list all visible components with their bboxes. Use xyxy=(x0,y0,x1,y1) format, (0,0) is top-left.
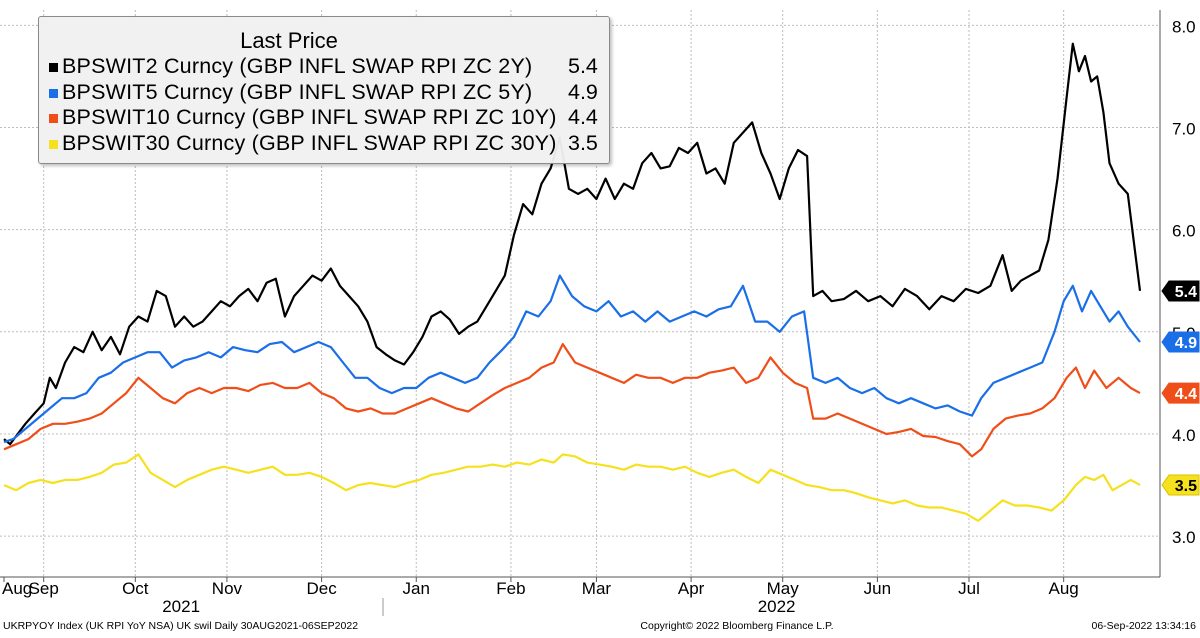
last-value-tag-2: 4.4 xyxy=(1161,382,1200,404)
x-tick-label: Oct xyxy=(122,579,149,598)
last-value-tag-bg xyxy=(1161,382,1200,404)
legend-swatch-30y xyxy=(49,139,58,149)
legend-value-5y: 4.9 xyxy=(568,79,598,104)
y-tick-label: 6.0 xyxy=(1172,222,1196,241)
legend-label-30y: BPSWIT30 Curncy (GBP INFL SWAP RPI ZC 30… xyxy=(62,130,557,155)
last-value-tag-label: 5.4 xyxy=(1175,284,1197,301)
legend: Last Price BPSWIT2 Curncy (GBP INFL SWAP… xyxy=(38,16,610,164)
series-line-1 xyxy=(3,274,1141,444)
legend-value-2y: 5.4 xyxy=(568,54,598,78)
y-tick-label: 7.0 xyxy=(1172,119,1196,138)
year-label: 2021 xyxy=(162,597,200,616)
x-tick-label: Nov xyxy=(212,579,243,598)
last-value-tag-label: 4.4 xyxy=(1175,386,1197,403)
series-line-3 xyxy=(3,453,1141,522)
last-value-tags: 5.4 4.9 4.4 3.5 xyxy=(1161,280,1200,496)
x-tick-label: Apr xyxy=(678,579,705,598)
last-value-tag-label: 3.5 xyxy=(1175,478,1197,495)
x-tick-label: Mar xyxy=(582,579,612,598)
last-value-tag-bg xyxy=(1161,280,1200,302)
legend-swatch-5y xyxy=(49,88,58,98)
legend-entry-5y: BPSWIT5 Curncy (GBP INFL SWAP RPI ZC 5Y)… xyxy=(39,80,609,106)
last-value-tag-bg xyxy=(1161,474,1200,496)
last-value-tag-label: 4.9 xyxy=(1175,335,1197,352)
last-value-tag-0: 5.4 xyxy=(1161,280,1200,302)
footer: UKRPYOY Index (UK RPI YoY NSA) UK swil D… xyxy=(3,620,1196,632)
legend-entry-10y: BPSWIT10 Curncy (GBP INFL SWAP RPI ZC 10… xyxy=(39,105,609,131)
last-value-tag-bg xyxy=(1161,331,1200,353)
legend-value-10y: 4.4 xyxy=(568,105,598,129)
x-tick-label: May xyxy=(767,579,800,598)
last-value-tag-3: 3.5 xyxy=(1161,474,1200,496)
axis-layer: 3.04.05.06.07.08.0AugSepOctNovDecJanFebM… xyxy=(0,10,1196,616)
x-tick-label: Aug xyxy=(1049,579,1079,598)
legend-label-5y: BPSWIT5 Curncy (GBP INFL SWAP RPI ZC 5Y) xyxy=(62,79,533,104)
legend-swatch-10y xyxy=(49,114,58,123)
y-tick-label: 3.0 xyxy=(1172,528,1196,547)
y-tick-label: 8.0 xyxy=(1172,17,1196,36)
legend-entry-2y: BPSWIT2 Curncy (GBP INFL SWAP RPI ZC 2Y)… xyxy=(39,54,609,80)
x-tick-label: Feb xyxy=(496,579,525,598)
y-tick-label: 4.0 xyxy=(1172,426,1196,445)
x-tick-label: Sep xyxy=(29,579,59,598)
x-tick-label: Jan xyxy=(403,579,430,598)
legend-entry-30y: BPSWIT30 Curncy (GBP INFL SWAP RPI ZC 30… xyxy=(39,131,609,157)
legend-title: Last Price xyxy=(240,28,338,53)
legend-swatch-2y xyxy=(49,63,58,72)
legend-value-30y: 3.5 xyxy=(568,130,598,155)
legend-label-2y: BPSWIT2 Curncy (GBP INFL SWAP RPI ZC 2Y) xyxy=(62,54,533,78)
x-tick-label: Aug xyxy=(2,579,32,598)
series-line-2 xyxy=(3,343,1141,458)
footer-timestamp: 06-Sep-2022 13:34:16 xyxy=(1091,620,1196,632)
footer-left: UKRPYOY Index (UK RPI YoY NSA) UK swil D… xyxy=(3,620,358,632)
last-value-tag-1: 4.9 xyxy=(1161,331,1200,353)
legend-label-10y: BPSWIT10 Curncy (GBP INFL SWAP RPI ZC 10… xyxy=(62,105,557,129)
x-tick-label: Jun xyxy=(864,579,891,598)
x-tick-label: Jul xyxy=(958,579,980,598)
footer-copyright: Copyright© 2022 Bloomberg Finance L.P. xyxy=(640,620,833,632)
x-tick-label: Dec xyxy=(306,579,337,598)
year-label: 2022 xyxy=(758,597,796,616)
